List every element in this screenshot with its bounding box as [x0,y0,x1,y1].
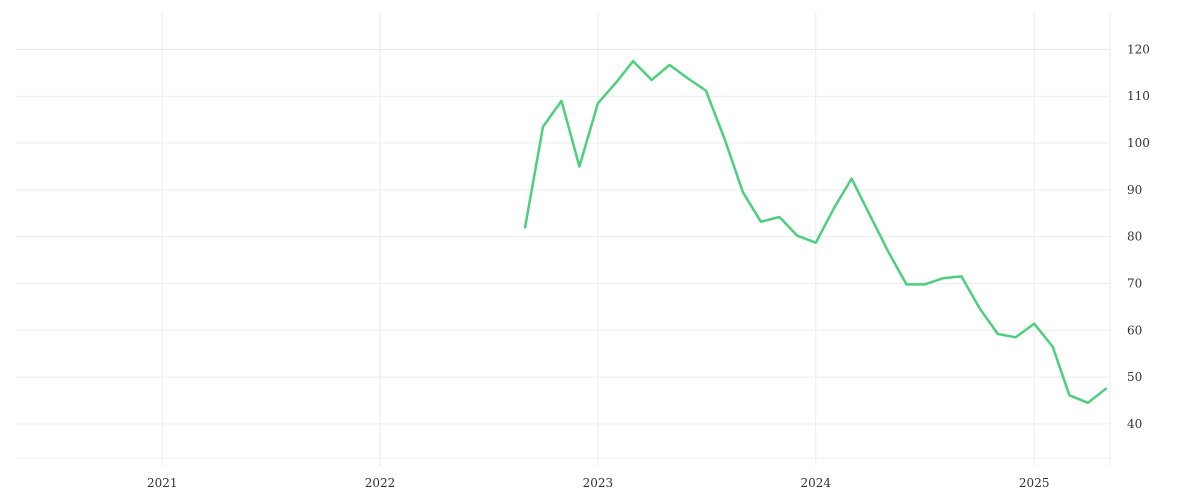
x-tick-label: 2025 [1019,476,1050,490]
x-tick-label: 2021 [147,476,178,490]
series-layer [523,59,1108,405]
y-tick-label: 80 [1127,230,1142,244]
x-tick-label: 2022 [365,476,396,490]
x-axis: 2021 2022 2023 2024 2025 [147,476,1050,490]
y-tick-label: 40 [1127,417,1142,431]
y-tick-label: 70 [1127,276,1142,290]
y-tick-label: 50 [1127,370,1142,384]
grid [16,12,1111,466]
y-axis: 40 50 60 70 80 90 100 110 120 [1127,42,1150,430]
x-tick-label: 2024 [800,476,831,490]
y-tick-label: 120 [1127,42,1150,56]
series-line [523,59,1108,405]
y-tick-label: 110 [1127,89,1150,103]
y-tick-label: 90 [1127,183,1142,197]
y-tick-label: 60 [1127,323,1142,337]
x-tick-label: 2023 [583,476,614,490]
y-tick-label: 100 [1127,136,1150,150]
